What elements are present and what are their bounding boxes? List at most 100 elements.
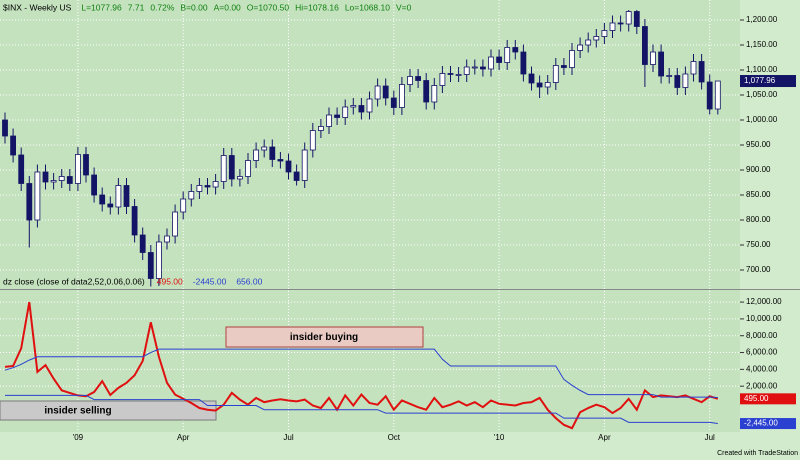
header-stat: 0.72% (150, 2, 175, 12)
value-tag-label: 495.00 (744, 394, 769, 403)
candle-body (666, 75, 673, 77)
annotation: insider buying (290, 332, 358, 343)
candle-body (698, 61, 705, 83)
indicator-value: 656.00 (236, 276, 262, 286)
candle-body (642, 26, 648, 65)
candle-body (447, 73, 454, 75)
y-tick-label: 700.00 (746, 265, 771, 274)
candle-body (58, 176, 65, 181)
candle-body (334, 114, 341, 118)
candle-body (253, 149, 260, 161)
y-tick-label: 6,000.00 (746, 348, 778, 357)
value-tag (740, 418, 796, 430)
header-stat: Hi=1078.16 (295, 2, 339, 12)
candle-body (706, 81, 713, 110)
header-stat: B=0.00 (180, 2, 207, 12)
candle-body (180, 198, 187, 213)
candle-body (455, 74, 462, 76)
candle-body (10, 135, 17, 156)
candle-body (609, 22, 616, 31)
candle-body (26, 183, 33, 221)
candle-body (309, 130, 316, 151)
x-axis-background (0, 432, 800, 460)
y-tick-label: 950.00 (746, 140, 771, 149)
candle-body (569, 50, 575, 68)
x-tick-label: Apr (177, 433, 190, 442)
annotation: insider selling (44, 406, 111, 417)
candle-body (99, 194, 106, 205)
y-tick-label: 900.00 (746, 165, 771, 174)
x-tick-label: Oct (388, 433, 401, 442)
candle-body (382, 85, 389, 99)
price-tag-label: 1,077.96 (744, 76, 776, 85)
header-stat: O=1070.50 (247, 2, 290, 12)
candle-body (75, 154, 81, 184)
axis-background (740, 0, 800, 432)
y-tick-label: 1,000.00 (746, 115, 778, 124)
x-tick-label: Jul (283, 433, 293, 442)
candle-body (512, 47, 519, 53)
x-tick-label: '09 (73, 433, 84, 442)
candle-body (164, 235, 170, 243)
y-tick-label: 1,050.00 (746, 90, 778, 99)
candle-body (561, 65, 567, 68)
y-tick-label: 1,200.00 (746, 15, 778, 24)
candle-body (91, 174, 97, 196)
value-tag (740, 393, 796, 405)
candle-body (601, 30, 608, 37)
candle-body (398, 84, 405, 108)
y-tick-label: 750.00 (746, 240, 771, 249)
candle-body (479, 66, 486, 70)
annotation-box (225, 326, 424, 348)
candle-body (366, 98, 373, 113)
value-tag-label: -2,445.00 (744, 419, 778, 428)
candle-body (358, 105, 365, 113)
candle-body (625, 11, 632, 25)
candle-body (520, 51, 527, 75)
candle-body (617, 22, 624, 25)
header-stat: A=0.00 (214, 2, 241, 12)
indicator-line (4, 301, 719, 430)
header-stat: 7.71 (128, 2, 145, 12)
candle-body (690, 61, 697, 75)
candle-body (115, 185, 122, 208)
candle-body (496, 56, 503, 63)
indicator-value: -2445.00 (193, 276, 227, 286)
header-stat: L=1077.96 (81, 2, 122, 12)
candle-body (326, 114, 332, 127)
candle-body (415, 76, 422, 81)
candle-body (577, 44, 583, 51)
candle-body (431, 85, 438, 103)
candle-body (528, 73, 535, 84)
candle-body (682, 73, 689, 88)
candle-body (228, 155, 235, 180)
candle-body (439, 73, 446, 86)
candle-body (293, 171, 300, 181)
candle-body (245, 160, 251, 177)
candle-body (317, 126, 324, 131)
indicator-value: 495.00 (157, 276, 183, 286)
candle-body (236, 176, 243, 180)
footer: Created with TradeStation (717, 450, 798, 457)
candle-body (131, 206, 138, 236)
candle-body (261, 146, 268, 151)
candle-body (123, 185, 130, 207)
indicator-line (4, 348, 718, 398)
candle-body (42, 171, 49, 183)
candle-body (674, 75, 681, 88)
candle-body (714, 80, 721, 110)
y-tick-label: 800.00 (746, 215, 771, 224)
candle-body (342, 106, 349, 118)
candle-body (188, 191, 195, 200)
candle-body (536, 82, 543, 88)
candle-body (139, 234, 146, 253)
x-tick-label: Jul (705, 433, 715, 442)
price-tag (740, 75, 796, 88)
candle-body (593, 36, 600, 41)
plot-background (0, 0, 740, 432)
candle-body (374, 85, 381, 100)
x-tick-label: Apr (598, 433, 611, 442)
y-tick-label: 4,000.00 (746, 364, 778, 373)
y-tick-label: 12,000.00 (746, 297, 782, 306)
